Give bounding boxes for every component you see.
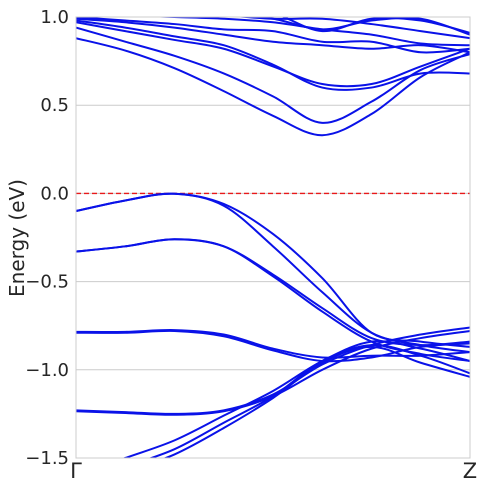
band-line [76, 17, 470, 54]
band-line [76, 21, 470, 88]
y-tick-label: 1.0 [40, 7, 69, 28]
band-line [76, 26, 470, 124]
band-line [148, 344, 470, 458]
y-tick-labels: −1.5 −1.0 −0.5 0.0 0.5 1.0 [25, 7, 69, 469]
band-line [76, 17, 470, 54]
x-tick-label: Γ [70, 459, 82, 483]
band-line [76, 37, 470, 137]
y-tick-label: −0.5 [25, 272, 69, 293]
band-line [76, 19, 470, 91]
band-line [163, 345, 470, 458]
band-line [251, 17, 470, 36]
y-tick-label: −1.5 [25, 448, 69, 469]
band-line [122, 340, 470, 458]
y-tick-label: 0.0 [40, 183, 69, 204]
y-tick-label: 0.5 [40, 95, 69, 116]
band-line [146, 17, 470, 47]
x-tick-label: Z [463, 459, 477, 483]
y-axis-label: Energy (eV) [5, 179, 29, 297]
bands-layer [76, 17, 470, 458]
band-line [281, 17, 470, 34]
plot-frame [75, 16, 471, 459]
band-line [76, 329, 470, 363]
y-tick-label: −1.0 [25, 360, 69, 381]
